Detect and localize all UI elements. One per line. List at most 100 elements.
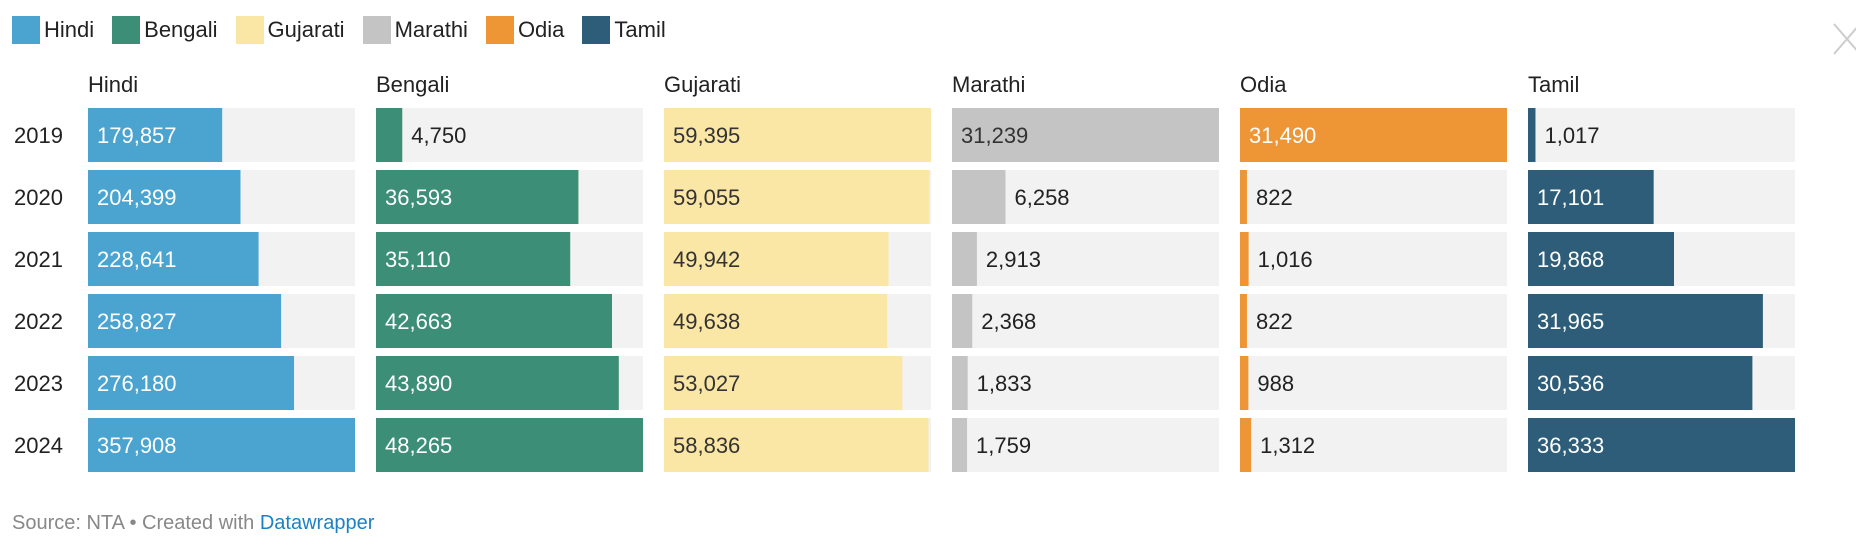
value-label: 36,593 <box>385 185 452 210</box>
bar <box>1240 170 1247 224</box>
value-label: 1,759 <box>976 433 1031 458</box>
value-label: 988 <box>1257 371 1294 396</box>
bar <box>1528 356 1753 410</box>
value-label: 59,055 <box>673 185 740 210</box>
bar <box>952 294 973 348</box>
bar <box>664 170 930 224</box>
bar <box>664 418 929 472</box>
bar-track <box>1240 232 1507 286</box>
value-label: 58,836 <box>673 433 740 458</box>
bar <box>88 294 282 348</box>
bar <box>376 294 613 348</box>
value-label: 822 <box>1256 185 1293 210</box>
bar-track <box>952 418 1219 472</box>
year-label: 2024 <box>14 433 63 458</box>
bar <box>952 356 968 410</box>
bar <box>376 356 619 410</box>
bar <box>88 418 355 472</box>
value-label: 19,868 <box>1537 247 1604 272</box>
legend-swatch <box>362 16 391 44</box>
value-label: 42,663 <box>385 309 452 334</box>
bar <box>88 170 241 224</box>
value-label: 6,258 <box>1014 185 1069 210</box>
bar <box>664 356 903 410</box>
legend-item-marathi: Marathi <box>362 16 468 44</box>
bar-track <box>1240 294 1507 348</box>
bar <box>88 232 259 286</box>
bar <box>88 108 223 162</box>
panel-title: Odia <box>1240 72 1287 97</box>
legend-swatch <box>112 16 141 44</box>
panel-title: Gujarati <box>664 72 741 97</box>
value-label: 4,750 <box>411 123 466 148</box>
value-label: 276,180 <box>97 371 177 396</box>
legend-label: Odia <box>517 17 565 42</box>
bar <box>1528 294 1763 348</box>
bar <box>1240 108 1507 162</box>
legend-item-hindi: Hindi <box>12 16 94 44</box>
bar <box>952 108 1219 162</box>
bar-track <box>1528 108 1795 162</box>
legend-swatch <box>12 16 40 44</box>
legend-label: Marathi <box>394 17 468 42</box>
value-label: 53,027 <box>673 371 740 396</box>
legend-item-odia: Odia <box>485 16 565 44</box>
legend-label: Gujarati <box>267 17 345 42</box>
value-label: 204,399 <box>97 185 177 210</box>
bar-track <box>952 356 1219 410</box>
bar <box>376 108 403 162</box>
bar <box>376 170 579 224</box>
value-label: 31,490 <box>1249 123 1316 148</box>
value-label: 49,638 <box>673 309 740 334</box>
value-label: 48,265 <box>385 433 452 458</box>
value-label: 17,101 <box>1537 185 1604 210</box>
value-label: 258,827 <box>97 309 177 334</box>
bar <box>1528 170 1654 224</box>
datawrapper-link[interactable]: Datawrapper <box>259 512 375 534</box>
bar <box>1528 418 1795 472</box>
value-label: 1,016 <box>1258 247 1313 272</box>
value-label: 2,913 <box>986 247 1041 272</box>
year-label: 2022 <box>14 309 63 334</box>
source-note: Source: NTA • Created with <box>12 512 255 534</box>
value-label: 822 <box>1256 309 1293 334</box>
bar <box>952 232 977 286</box>
value-label: 1,017 <box>1544 123 1599 148</box>
value-label: 228,641 <box>97 247 177 272</box>
bar-track <box>376 108 643 162</box>
year-label: 2023 <box>14 371 63 396</box>
bar <box>1240 294 1247 348</box>
bar <box>1528 232 1675 286</box>
value-label: 357,908 <box>97 433 177 458</box>
legend-swatch <box>235 16 264 44</box>
value-label: 43,890 <box>385 371 452 396</box>
legend-label: Hindi <box>44 17 95 42</box>
bar <box>1240 356 1249 410</box>
bar <box>952 418 968 472</box>
bar <box>1528 108 1536 162</box>
bar <box>1240 418 1252 472</box>
legend-swatch <box>485 16 514 44</box>
legend-item-bengali: Bengali <box>112 16 218 44</box>
bar <box>952 170 1006 224</box>
legend: Hindi Bengali Gujarati Marathi Odia Tamil <box>12 12 684 48</box>
value-label: 179,857 <box>97 123 177 148</box>
legend-item-gujarati: Gujarati <box>235 16 345 44</box>
legend-swatch <box>582 16 611 44</box>
bar-track <box>952 294 1219 348</box>
bar <box>664 232 889 286</box>
legend-label: Bengali <box>144 17 218 42</box>
bar-track <box>952 232 1219 286</box>
value-label: 31,965 <box>1537 309 1604 334</box>
panel-title: Tamil <box>1528 72 1579 97</box>
bar <box>376 418 643 472</box>
value-label: 1,833 <box>977 371 1032 396</box>
bar <box>376 232 571 286</box>
panel-title: Bengali <box>376 72 449 97</box>
value-label: 30,536 <box>1537 371 1604 396</box>
bar <box>664 294 888 348</box>
bar-track <box>1240 418 1507 472</box>
footer: Source: NTA • Created with Datawrapper <box>12 512 374 535</box>
bar <box>664 108 931 162</box>
year-label: 2019 <box>14 123 63 148</box>
